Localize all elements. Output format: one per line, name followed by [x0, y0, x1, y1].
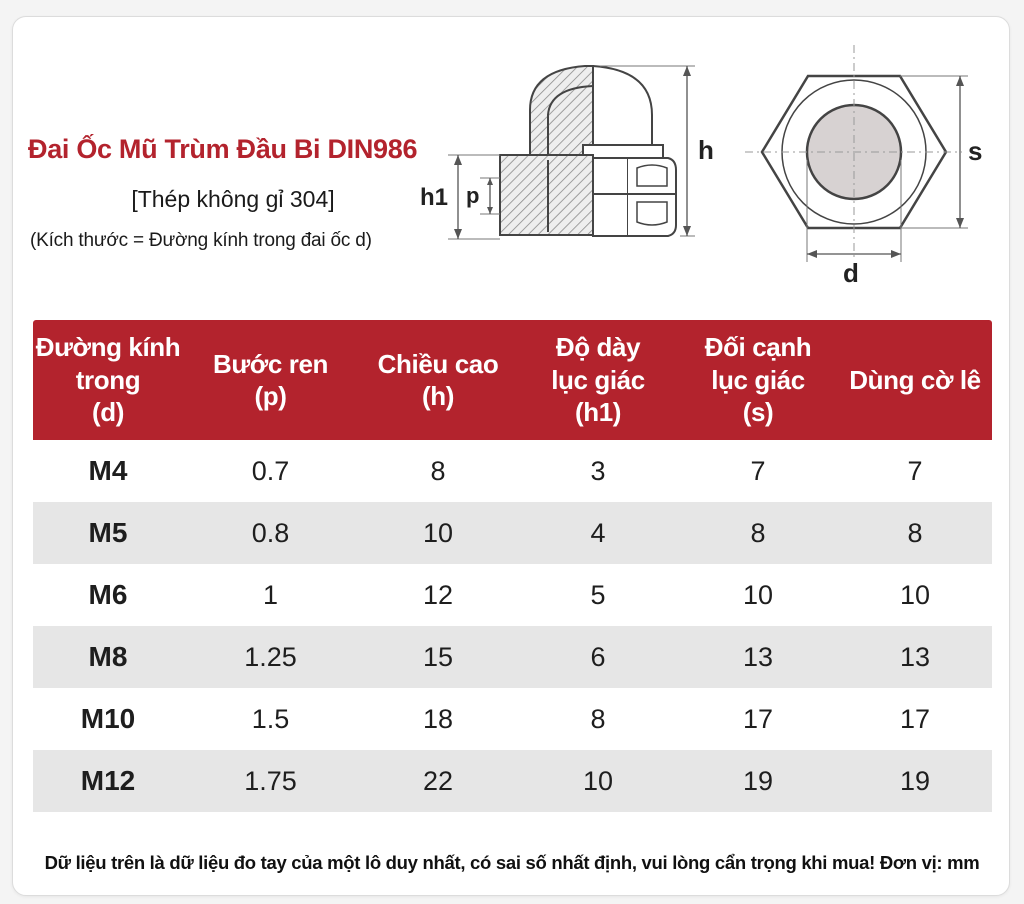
dim-label-d: d	[843, 258, 859, 288]
table-row: M10 1.5 18 8 17 17	[33, 688, 992, 750]
cell-pitch: 1.5	[251, 703, 290, 734]
cell-across-flats: 13	[742, 641, 774, 672]
cell-wrench: 19	[899, 765, 931, 796]
cell-across-flats: 8	[750, 517, 766, 548]
cell-hex-thickness: 8	[590, 703, 606, 734]
cell-size: M6	[88, 579, 128, 610]
cell-size: M12	[80, 765, 136, 796]
dim-label-p: p	[466, 183, 479, 208]
cell-pitch: 1.25	[244, 641, 297, 672]
cell-size: M8	[88, 641, 128, 672]
table-row: M12 1.75 22 10 19 19	[33, 750, 992, 812]
size-note: (Kích thước = Đường kính trong đai ốc d)	[30, 230, 372, 251]
cell-across-flats: 17	[742, 703, 774, 734]
cell-size: M10	[80, 703, 136, 734]
cell-pitch: 0.7	[251, 455, 290, 486]
header-inner-diameter: Đường kính trong (d)	[35, 332, 181, 428]
table-row: M6 1 12 5 10 10	[33, 564, 992, 626]
table-header: Đường kính trong (d) Bước ren (p) Chiều cao…	[33, 320, 992, 440]
dim-label-s: s	[968, 136, 982, 166]
cell-wrench: 13	[899, 641, 931, 672]
dimension-table: Đường kính trong (d) Bước ren (p) Chiều cao…	[33, 320, 992, 812]
cell-hex-thickness: 6	[590, 641, 606, 672]
dim-label-h: h	[698, 135, 714, 165]
cell-size: M5	[88, 517, 128, 548]
cell-wrench: 8	[907, 517, 923, 548]
cell-height: 22	[422, 765, 454, 796]
table-row: M4 0.7 8 3 7 7	[33, 440, 992, 502]
cell-pitch: 1.75	[244, 765, 297, 796]
cell-height: 10	[422, 517, 454, 548]
table-row: M8 1.25 15 6 13 13	[33, 626, 992, 688]
disclaimer-note: Dữ liệu trên là dữ liệu đo tay của một l…	[44, 852, 980, 873]
header-wrench-size: Dùng cờ lê	[849, 364, 981, 395]
header-hex-thickness: Độ dày lục giác (h1)	[551, 332, 645, 428]
cell-size: M4	[88, 455, 128, 486]
cell-height: 12	[422, 579, 454, 610]
dim-label-h1: h1	[420, 184, 448, 211]
cell-pitch: 1	[262, 579, 279, 610]
material-label: [Thép không gỉ 304]	[131, 186, 335, 212]
cell-across-flats: 10	[742, 579, 774, 610]
cell-wrench: 10	[899, 579, 931, 610]
cell-wrench: 17	[899, 703, 931, 734]
cell-across-flats: 7	[750, 455, 766, 486]
top-view-drawing: s d	[745, 45, 982, 288]
side-view-drawing: h h1 p	[420, 65, 714, 240]
cell-height: 15	[422, 641, 454, 672]
cell-hex-thickness: 4	[590, 517, 606, 548]
cell-wrench: 7	[907, 455, 923, 486]
header-hex-across-flats: Đối cạnh lục giác (s)	[704, 332, 812, 428]
header-pitch: Bước ren (p)	[212, 348, 329, 412]
cell-across-flats: 19	[742, 765, 774, 796]
header-height: Chiều cao (h)	[377, 348, 499, 412]
cell-hex-thickness: 3	[590, 455, 606, 486]
product-title: Đai Ốc Mũ Trùm Đầu Bi DIN986	[28, 134, 418, 164]
cell-hex-thickness: 5	[590, 579, 606, 610]
cell-hex-thickness: 10	[582, 765, 614, 796]
nut-dimension-diagram: h h1 p s d	[420, 45, 982, 288]
cell-pitch: 0.8	[251, 517, 290, 548]
cell-height: 18	[422, 703, 454, 734]
cell-height: 8	[430, 455, 446, 486]
table-row: M5 0.8 10 4 8 8	[33, 502, 992, 564]
